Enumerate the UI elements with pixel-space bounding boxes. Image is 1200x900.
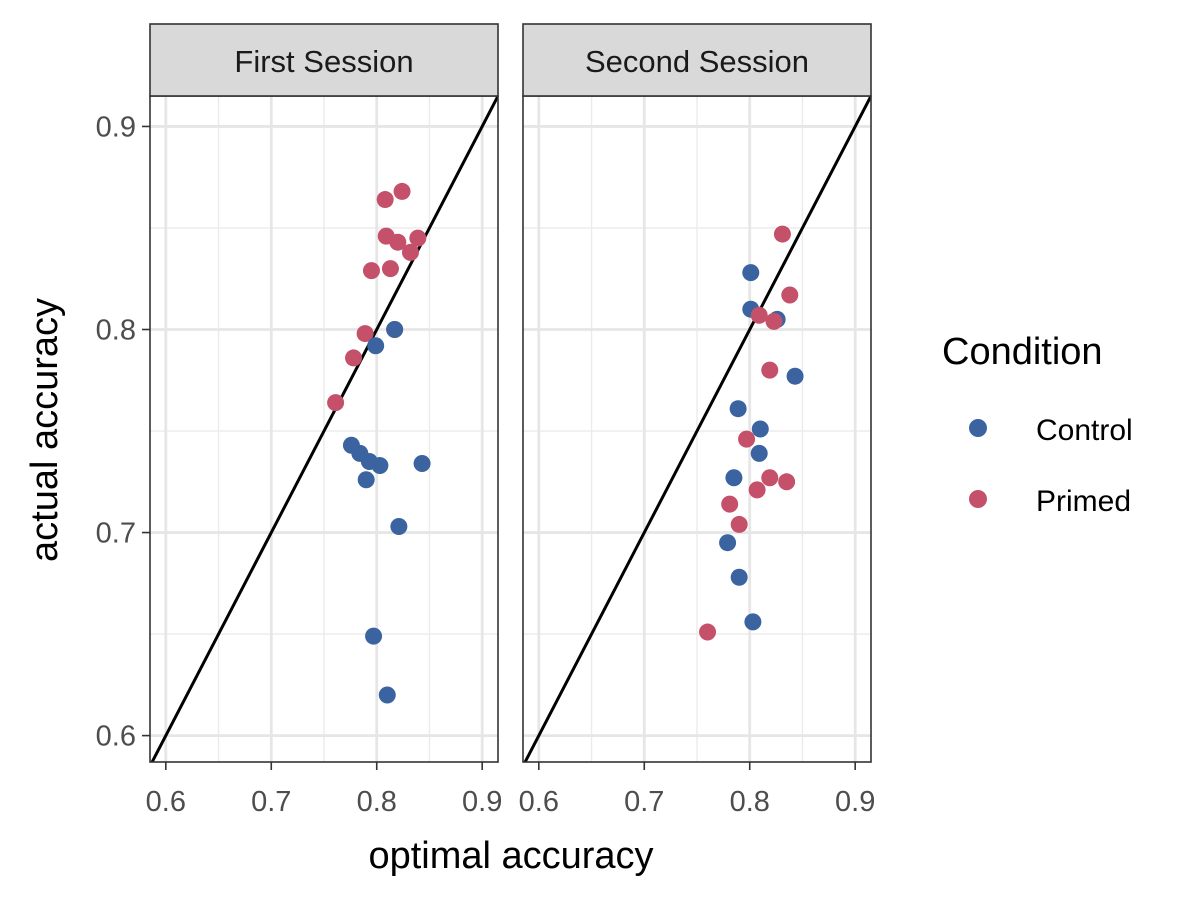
facet-strip-label: First Session <box>234 44 413 79</box>
point-primed <box>748 481 766 499</box>
identity-line <box>523 96 871 762</box>
x-tick-label: 0.9 <box>835 786 875 818</box>
facet-strip <box>149 23 499 97</box>
grid <box>150 96 498 762</box>
point-primed <box>393 182 411 200</box>
point-primed <box>738 430 756 448</box>
identity-line <box>150 96 498 762</box>
x-axis-title: optimal accuracy <box>368 835 653 877</box>
point-primed <box>750 306 768 324</box>
point-primed <box>381 260 399 278</box>
y-tick-label: 0.9 <box>96 111 136 143</box>
point-control <box>365 627 383 645</box>
legend: Condition Control Primed <box>942 331 1133 518</box>
panel-second-session: Second Session 0.6 0.7 0.8 0.9 <box>519 23 875 818</box>
point-primed <box>345 349 363 367</box>
x-tick-label: 0.7 <box>624 786 664 818</box>
y-tick-label: 0.8 <box>96 315 136 347</box>
legend-key-primed <box>969 490 987 508</box>
point-primed <box>362 262 380 280</box>
legend-label-control: Control <box>1036 414 1133 447</box>
x-tick-label: 0.8 <box>730 786 770 818</box>
point-primed <box>765 312 783 330</box>
point-control <box>725 469 743 487</box>
x-tick-label: 0.6 <box>146 786 186 818</box>
point-primed <box>699 623 717 641</box>
point-primed <box>327 394 345 412</box>
point-primed <box>773 225 791 243</box>
point-primed <box>409 229 427 247</box>
point-control <box>390 517 408 535</box>
point-control <box>367 337 385 355</box>
point-primed <box>761 469 779 487</box>
series-primed <box>699 225 799 641</box>
point-control <box>371 457 389 475</box>
point-primed <box>730 515 748 533</box>
facet-strip <box>522 23 872 97</box>
point-control <box>386 321 404 339</box>
x-tick-label: 0.9 <box>462 786 502 818</box>
point-primed <box>356 325 374 343</box>
series-control <box>342 321 431 704</box>
x-tick-label: 0.7 <box>251 786 291 818</box>
point-control <box>378 686 396 704</box>
y-tick-label: 0.6 <box>96 721 136 753</box>
facet-strip-label: Second Session <box>585 44 809 79</box>
point-control <box>751 420 769 438</box>
point-primed <box>401 243 419 261</box>
point-primed <box>778 473 796 491</box>
legend-title: Condition <box>942 331 1103 373</box>
point-control <box>742 264 760 282</box>
point-primed <box>781 286 799 304</box>
panel-first-session: First Session 0.6 0.7 0.8 0.9 0.6 0.7 0.8 0.9 <box>96 23 502 818</box>
point-control <box>750 444 768 462</box>
point-primed <box>721 495 739 513</box>
point-primed <box>761 361 779 379</box>
point-control <box>744 613 762 631</box>
y-tick-label: 0.7 <box>96 518 136 550</box>
legend-label-primed: Primed <box>1036 485 1131 518</box>
x-tick-label: 0.6 <box>519 786 559 818</box>
point-primed <box>389 233 407 251</box>
point-control <box>719 534 737 552</box>
point-control <box>413 455 431 473</box>
point-control <box>357 471 375 489</box>
y-axis-title: actual accuracy <box>24 298 66 562</box>
x-tick-label: 0.8 <box>357 786 397 818</box>
point-control <box>730 568 748 586</box>
point-control <box>786 367 804 385</box>
point-primed <box>376 191 394 209</box>
point-control <box>729 400 747 418</box>
legend-key-control <box>969 419 987 437</box>
